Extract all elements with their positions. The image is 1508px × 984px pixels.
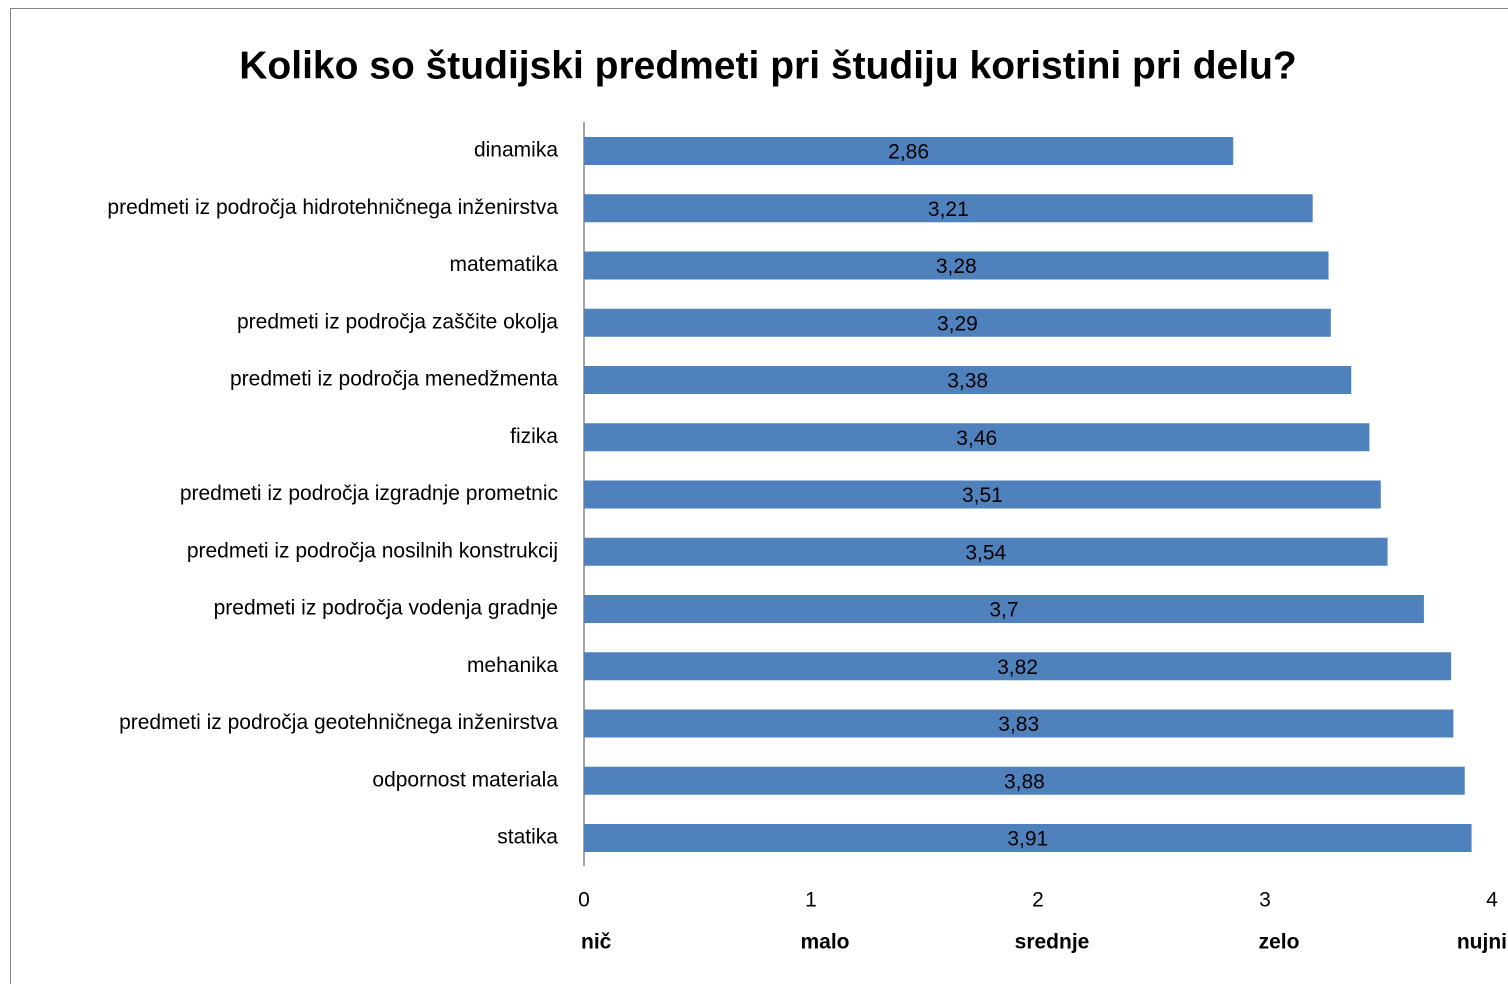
y-tick-label: predmeti iz področja nosilnih konstrukci…: [187, 539, 558, 562]
value-label: 3,88: [1004, 770, 1045, 793]
y-tick-label: fizika: [510, 425, 558, 448]
bar: [584, 537, 1388, 566]
x-tick-label: 1: [805, 889, 817, 912]
scale-label: srednje: [1015, 931, 1090, 954]
y-tick-label: odpornost materiala: [372, 768, 558, 791]
bar: [584, 251, 1329, 280]
bar: [584, 595, 1424, 623]
scale-label: nič: [581, 931, 612, 954]
x-tick-label: 0: [578, 889, 590, 912]
value-label: 3,54: [965, 541, 1006, 564]
bar: [584, 194, 1313, 223]
value-label: 3,7: [989, 599, 1018, 622]
bar: [584, 308, 1331, 337]
bar: [584, 366, 1352, 394]
value-label: 3,38: [947, 370, 988, 393]
value-label: 3,29: [937, 312, 978, 335]
y-tick-label: predmeti iz področja vodenja gradnje: [214, 597, 558, 620]
value-label: 3,28: [936, 255, 977, 278]
y-tick-label: mehanika: [467, 654, 558, 677]
scale-label: nujni: [1457, 931, 1507, 954]
bar: [584, 824, 1472, 852]
y-tick-label: matematika: [449, 253, 558, 276]
y-tick-label: predmeti iz področja izgradnje prometnic: [180, 482, 558, 505]
value-label: 3,83: [998, 713, 1039, 736]
x-tick-label: 4: [1486, 889, 1498, 912]
y-tick-label: predmeti iz področja geotehničnega inžen…: [119, 711, 558, 734]
bar: [584, 137, 1234, 165]
x-tick-label: 3: [1259, 889, 1271, 912]
chart-title: Koliko so študijski predmeti pri študiju…: [239, 44, 1296, 87]
y-tick-label: dinamika: [474, 139, 558, 162]
value-label: 3,46: [956, 427, 997, 450]
bar: [584, 766, 1465, 795]
y-tick-label: predmeti iz področja hidrotehničnega inž…: [107, 196, 558, 219]
bar: [584, 423, 1370, 452]
scale-label: malo: [800, 931, 849, 954]
y-tick-label: statika: [497, 826, 558, 849]
value-label: 3,51: [962, 484, 1003, 507]
value-label: 3,21: [928, 198, 969, 221]
scale-label: zelo: [1259, 931, 1300, 954]
y-tick-label: predmeti iz področja zaščite okolja: [237, 310, 558, 333]
value-label: 2,86: [888, 141, 929, 164]
x-tick-label: 2: [1032, 889, 1044, 912]
bar: [584, 652, 1452, 681]
y-tick-label: predmeti iz področja menedžmenta: [230, 368, 558, 391]
bar: [584, 480, 1381, 509]
value-label: 3,82: [997, 656, 1038, 679]
bar: [584, 709, 1454, 738]
value-label: 3,91: [1007, 828, 1048, 851]
